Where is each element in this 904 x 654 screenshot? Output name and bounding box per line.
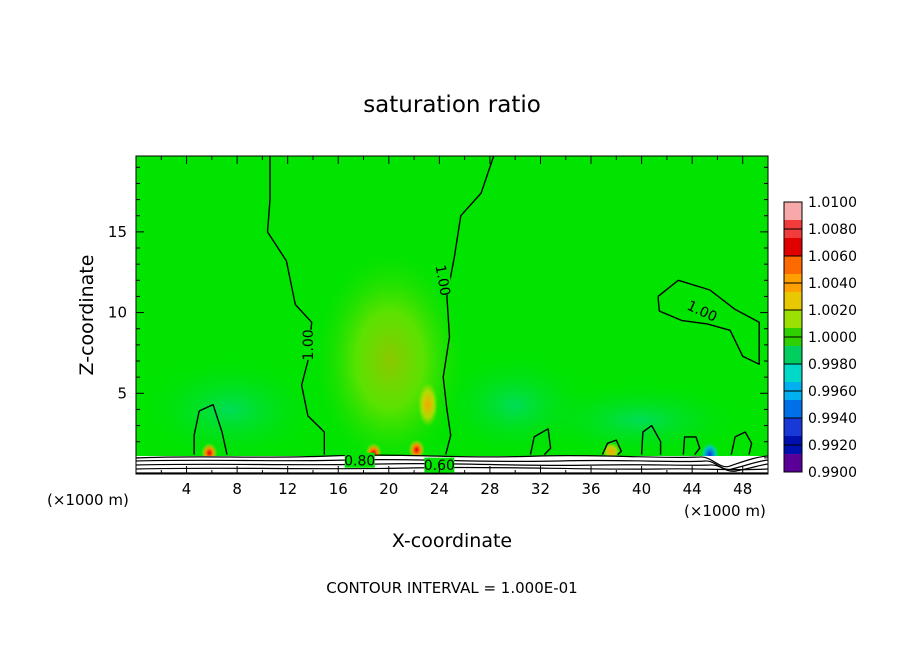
contour-label-bg bbox=[424, 457, 455, 473]
contour-label-bg bbox=[344, 452, 375, 468]
hotspot-3 bbox=[417, 382, 438, 427]
chart-title: saturation ratio bbox=[363, 92, 541, 118]
contour-bump-37 bbox=[601, 439, 623, 456]
x-tick-label: 24 bbox=[430, 480, 449, 498]
colorbar-label: 1.0000 bbox=[808, 330, 857, 346]
contour-bump-47 bbox=[730, 431, 753, 455]
hotspot-2 bbox=[408, 439, 425, 460]
contour-closed-upper-right bbox=[657, 279, 760, 365]
contour-label: 1.00 bbox=[432, 264, 453, 297]
x-tick-label: 4 bbox=[182, 480, 192, 498]
colorbar-label: 1.0040 bbox=[808, 276, 857, 292]
contour-label: 0.80 bbox=[344, 453, 375, 469]
contour-label-bg bbox=[433, 264, 454, 297]
contour-left bbox=[266, 156, 325, 455]
colorbar-swatch bbox=[784, 364, 802, 383]
contour-label-bg bbox=[685, 297, 720, 325]
colorbar-swatch bbox=[784, 346, 802, 365]
surface-contours bbox=[136, 454, 768, 474]
colorbar-label: 1.0020 bbox=[808, 303, 857, 319]
x-axis: 4 8 12 16 20 24 28 32 36 40 44 48 bbox=[160, 156, 769, 498]
colorbar-swatch bbox=[784, 310, 802, 329]
colorbar-label: 1.0080 bbox=[808, 222, 857, 238]
contour-bump-6 bbox=[193, 403, 228, 455]
shading-cyan-right bbox=[530, 380, 750, 460]
x-tick-label: 8 bbox=[232, 480, 242, 498]
x-tick-label: 32 bbox=[531, 480, 550, 498]
plot-frame bbox=[135, 155, 769, 475]
colorbar: 1.0100 1.0080 1.0060 1.0040 1.0020 1.0000 0.99… bbox=[783, 195, 857, 481]
colorbar-label: 0.9980 bbox=[808, 357, 857, 373]
x-tick-label: 44 bbox=[683, 480, 702, 498]
x-axis-label: X-coordinate bbox=[392, 530, 512, 552]
contour-bump-43 bbox=[682, 436, 701, 456]
colorbar-swatch bbox=[784, 400, 802, 419]
x-tick-label: 48 bbox=[733, 480, 752, 498]
colorbar-swatch bbox=[784, 292, 802, 311]
y-tick-label: 15 bbox=[108, 223, 127, 241]
contour-bump-40 bbox=[640, 424, 662, 455]
x-tick-label: 36 bbox=[581, 480, 600, 498]
contour-label: 1.00 bbox=[301, 329, 317, 360]
y-tick-label: 5 bbox=[117, 384, 127, 402]
colorbar-swatch bbox=[784, 256, 802, 275]
shading-cyan-left bbox=[136, 355, 325, 465]
colorbar-label: 1.0100 bbox=[808, 195, 857, 211]
colorbar-label: 1.0060 bbox=[808, 249, 857, 265]
x-tick-label: 40 bbox=[632, 480, 651, 498]
x-tick-label: 16 bbox=[329, 480, 348, 498]
colorbar-label: 0.9940 bbox=[808, 411, 857, 427]
x-tick-label: 28 bbox=[480, 480, 499, 498]
x-unit-label-right: (×1000 m) bbox=[684, 502, 766, 520]
x-tick-label: 20 bbox=[379, 480, 398, 498]
y-axis: 5 10 15 bbox=[108, 166, 768, 459]
plot-area: 1.001.001.000.80 0.60 bbox=[136, 156, 768, 474]
y-axis-label: Z-coordinate bbox=[76, 255, 98, 376]
x-unit-label-left: (×1000 m) bbox=[47, 491, 129, 509]
contour-right bbox=[442, 156, 495, 455]
colorbar-label: 0.9900 bbox=[808, 465, 857, 481]
colorbar-swatch bbox=[784, 418, 802, 437]
contour-interval-note: CONTOUR INTERVAL = 1.000E-01 bbox=[326, 579, 577, 597]
colorbar-label: 0.9960 bbox=[808, 384, 857, 400]
colorbar-swatch bbox=[784, 454, 802, 473]
y-tick-label: 10 bbox=[108, 304, 127, 322]
colorbar-swatch bbox=[784, 238, 802, 257]
contour-label-bg bbox=[300, 329, 316, 360]
colorbar-swatch bbox=[784, 202, 802, 221]
contour-bump-32 bbox=[529, 428, 552, 456]
x-tick-label: 12 bbox=[278, 480, 297, 498]
colorbar-label: 0.9920 bbox=[808, 438, 857, 454]
